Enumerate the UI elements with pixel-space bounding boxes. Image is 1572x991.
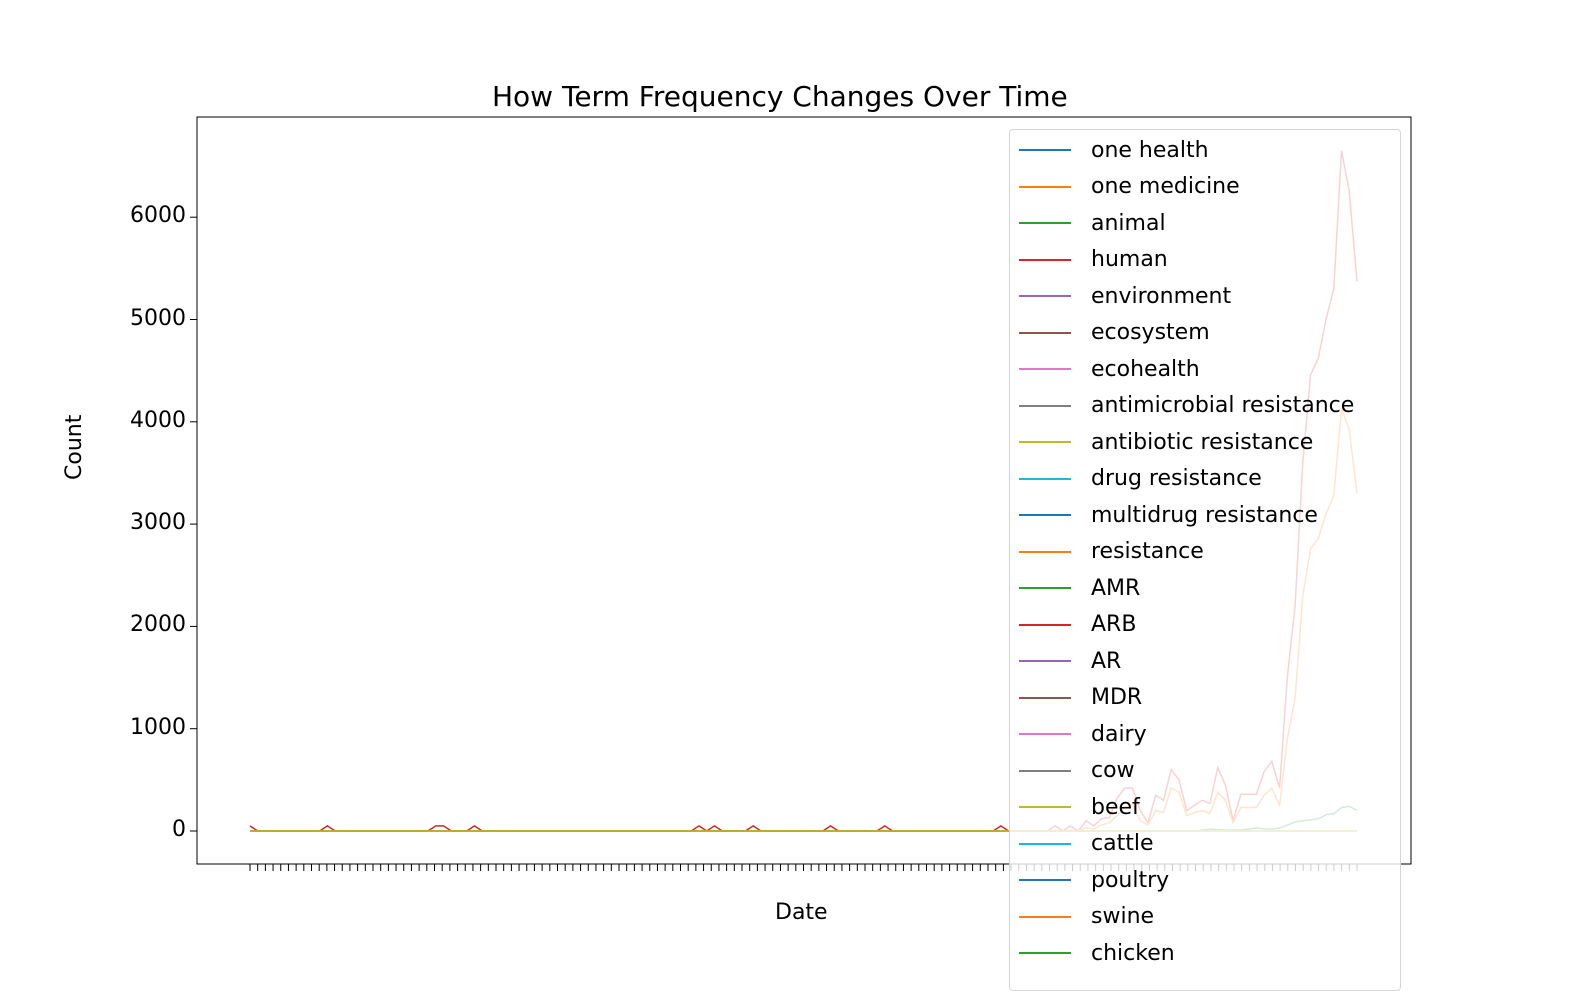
y-tick-label: 4000: [130, 407, 186, 433]
legend-item: one health: [1010, 134, 1209, 166]
legend-label: poultry: [1091, 867, 1170, 893]
legend-item: dairy: [1010, 718, 1147, 750]
legend-item: poultry: [1010, 864, 1169, 896]
legend-swatch: [1019, 295, 1071, 297]
legend-item: human: [1010, 244, 1168, 276]
legend-label: resistance: [1091, 539, 1204, 564]
legend-item: antibiotic resistance: [1010, 426, 1313, 458]
legend-swatch: [1019, 952, 1071, 954]
legend-swatch: [1019, 441, 1071, 443]
legend-swatch: [1019, 623, 1071, 626]
legend-item: ecosystem: [1010, 317, 1210, 349]
legend-label: drug resistance: [1091, 466, 1262, 491]
legend-item: swine: [1010, 901, 1154, 933]
y-tick-label: 6000: [130, 203, 186, 229]
y-ticks: [190, 216, 197, 832]
legend-item: environment: [1010, 280, 1231, 312]
legend-swatch: [1019, 404, 1071, 407]
legend-item: one medicine: [1010, 171, 1240, 203]
legend-item: ARB: [1010, 609, 1136, 641]
legend-label: AMR: [1091, 575, 1141, 601]
legend-label: animal: [1091, 210, 1166, 236]
legend-swatch: [1019, 879, 1071, 881]
x-axis-label: Date: [775, 900, 828, 925]
legend-swatch: [1019, 733, 1071, 735]
legend-label: multidrug resistance: [1091, 502, 1318, 528]
legend-swatch: [1019, 769, 1071, 772]
legend-item: beef: [1010, 791, 1140, 823]
legend-swatch: [1019, 477, 1071, 480]
y-tick-label: 0: [172, 817, 186, 842]
legend-item: AR: [1010, 645, 1121, 677]
legend-item: drug resistance: [1010, 463, 1262, 495]
legend-swatch: [1019, 331, 1071, 334]
legend-label: one health: [1091, 137, 1209, 163]
y-tick-label: 5000: [130, 305, 186, 331]
legend-label: human: [1091, 247, 1168, 272]
legend-item: cow: [1010, 755, 1135, 787]
legend-label: ecosystem: [1091, 320, 1210, 345]
legend-swatch: [1019, 185, 1071, 188]
legend-swatch: [1019, 696, 1071, 699]
legend-item: cattle: [1010, 828, 1153, 860]
legend-label: environment: [1091, 283, 1232, 309]
y-tick-label: 2000: [130, 612, 186, 638]
legend-label: ecohealth: [1091, 356, 1200, 382]
legend-label: cattle: [1091, 831, 1154, 856]
legend-swatch: [1019, 514, 1071, 516]
legend-item: animal: [1010, 207, 1166, 239]
legend-item: MDR: [1010, 682, 1142, 714]
legend-item: AMR: [1010, 572, 1140, 604]
legend-swatch: [1019, 660, 1071, 662]
legend-label: one medicine: [1091, 174, 1240, 199]
legend-swatch: [1019, 222, 1071, 224]
legend-swatch: [1019, 258, 1071, 261]
legend-swatch: [1019, 550, 1071, 553]
legend-label: ARB: [1091, 612, 1137, 637]
plot-frame: [196, 116, 1412, 865]
legend: one health one medicine animal human environ…: [1009, 129, 1401, 991]
legend-item: ecohealth: [1010, 353, 1200, 385]
legend-label: MDR: [1091, 685, 1143, 710]
legend-label: chicken: [1091, 940, 1175, 966]
legend-swatch: [1019, 368, 1071, 370]
y-tick-label: 1000: [130, 714, 186, 740]
y-tick-label: 3000: [130, 510, 186, 536]
legend-label: swine: [1091, 904, 1155, 929]
y-axis-label: Count: [62, 414, 87, 480]
legend-swatch: [1019, 915, 1071, 918]
legend-swatch: [1019, 806, 1071, 808]
legend-label: beef: [1091, 794, 1140, 820]
legend-label: dairy: [1091, 721, 1147, 747]
legend-label: cow: [1091, 758, 1135, 783]
legend-item: resistance: [1010, 536, 1204, 568]
legend-label: antibiotic resistance: [1091, 429, 1314, 455]
legend-label: AR: [1091, 648, 1122, 674]
legend-item: antimicrobial resistance: [1010, 390, 1354, 422]
legend-label: antimicrobial resistance: [1091, 393, 1355, 418]
legend-item: chicken: [1010, 937, 1175, 969]
legend-swatch: [1019, 587, 1071, 589]
legend-swatch: [1019, 149, 1071, 151]
legend-item: multidrug resistance: [1010, 499, 1318, 531]
chart-title: How Term Frequency Changes Over Time: [492, 80, 1068, 113]
legend-swatch: [1019, 842, 1071, 845]
